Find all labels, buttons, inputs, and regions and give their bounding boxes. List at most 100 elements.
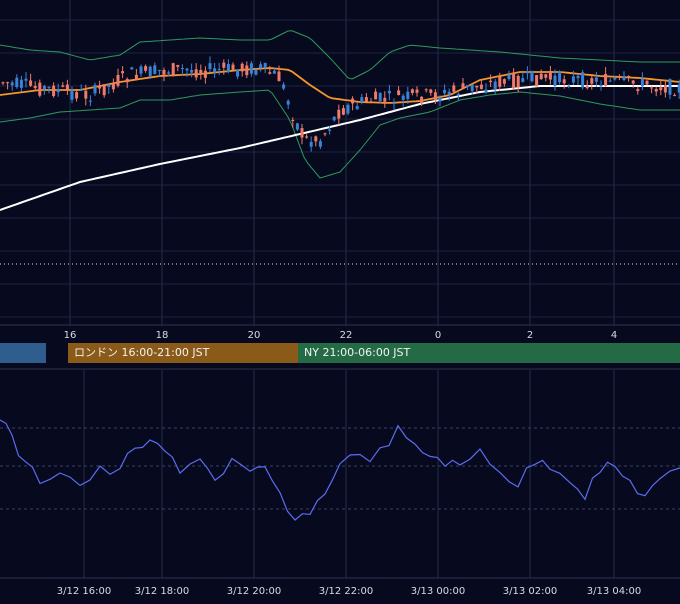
session-label-ny: NY 21:00-06:00 JST bbox=[298, 343, 680, 363]
candle-body bbox=[107, 85, 110, 87]
candle-body bbox=[20, 80, 23, 88]
candle-body bbox=[38, 83, 41, 96]
candle-body bbox=[521, 78, 524, 82]
candle-body bbox=[613, 78, 616, 80]
candle-body bbox=[429, 90, 432, 93]
candle-body bbox=[117, 75, 120, 86]
candle-body bbox=[190, 70, 193, 73]
candle-body bbox=[485, 90, 488, 93]
candle-body bbox=[351, 99, 354, 104]
candle-body bbox=[222, 63, 225, 68]
candle-body bbox=[52, 86, 55, 96]
candle-body bbox=[618, 76, 621, 77]
candle-body bbox=[153, 65, 156, 74]
candle-body bbox=[416, 90, 419, 93]
candle-body bbox=[319, 141, 322, 147]
candle-body bbox=[347, 105, 350, 114]
candle-body bbox=[57, 89, 60, 92]
candle-body bbox=[655, 89, 658, 92]
moving-average-long-line bbox=[0, 86, 680, 210]
candle-body bbox=[627, 76, 630, 78]
candle-body bbox=[333, 117, 336, 121]
candle-body bbox=[646, 81, 649, 85]
candle-body bbox=[388, 91, 391, 94]
candle-body bbox=[259, 64, 262, 68]
candle-body bbox=[11, 82, 14, 85]
candle-body bbox=[176, 65, 179, 67]
candle-body bbox=[61, 85, 64, 86]
candle-body bbox=[291, 120, 294, 121]
bollinger-upper-band bbox=[0, 31, 680, 79]
candle-body bbox=[443, 90, 446, 93]
candle-body bbox=[232, 65, 235, 70]
candle-body bbox=[664, 85, 667, 93]
candle-body bbox=[2, 82, 5, 83]
candle-body bbox=[75, 92, 78, 98]
price-x-tick-label: 2 bbox=[527, 330, 533, 341]
candle-body bbox=[604, 74, 607, 86]
candle-body bbox=[227, 64, 230, 72]
candle-body bbox=[80, 90, 83, 91]
candle-body bbox=[623, 76, 626, 80]
candle-body bbox=[512, 73, 515, 89]
candle-body bbox=[25, 79, 28, 81]
candle-body bbox=[360, 97, 363, 102]
candle-body bbox=[563, 79, 566, 83]
candle-body bbox=[374, 92, 377, 100]
candle-body bbox=[365, 97, 368, 102]
candle-body bbox=[71, 90, 74, 100]
price-x-tick-label: 0 bbox=[435, 330, 441, 341]
candle-body bbox=[567, 86, 570, 87]
candle-body bbox=[558, 71, 561, 82]
candle-body bbox=[572, 76, 575, 82]
candle-body bbox=[609, 81, 612, 82]
candle-body bbox=[503, 79, 506, 84]
price-x-tick-label: 20 bbox=[248, 330, 261, 341]
candle-body bbox=[167, 72, 170, 73]
candle-body bbox=[15, 78, 18, 87]
candle-body bbox=[172, 63, 175, 76]
osc-x-tick-label: 3/13 02:00 bbox=[503, 586, 557, 597]
candle-body bbox=[540, 74, 543, 79]
candle-body bbox=[287, 101, 290, 105]
candle-body bbox=[411, 89, 414, 93]
candle-body bbox=[186, 69, 189, 71]
candle-body bbox=[600, 85, 603, 86]
candle-body bbox=[462, 83, 465, 89]
candle-body bbox=[406, 92, 409, 99]
candle-body bbox=[434, 92, 437, 100]
candle-body bbox=[471, 85, 474, 92]
osc-x-tick-label: 3/13 00:00 bbox=[411, 586, 465, 597]
candle-body bbox=[301, 128, 304, 137]
candle-body bbox=[328, 130, 331, 131]
candle-body bbox=[379, 93, 382, 101]
candle-body bbox=[121, 71, 124, 73]
candle-body bbox=[89, 101, 92, 102]
candle-body bbox=[393, 102, 396, 104]
candle-body bbox=[48, 87, 51, 88]
candle-body bbox=[273, 71, 276, 74]
osc-x-tick-label: 3/13 04:00 bbox=[587, 586, 641, 597]
candle-body bbox=[356, 106, 359, 109]
candle-body bbox=[135, 75, 138, 80]
candle-body bbox=[526, 72, 529, 74]
candle-body bbox=[632, 81, 635, 84]
candle-body bbox=[199, 70, 202, 73]
candle-body bbox=[112, 83, 115, 90]
oscillator-grid bbox=[0, 370, 680, 578]
candle-body bbox=[489, 81, 492, 82]
candle-body bbox=[425, 89, 428, 90]
bollinger-lower-band bbox=[0, 90, 680, 178]
oscillator-line bbox=[0, 420, 680, 520]
candle-body bbox=[475, 86, 478, 88]
candle-body bbox=[669, 79, 672, 95]
candle-body bbox=[586, 86, 589, 89]
candle-body bbox=[549, 71, 552, 80]
candle-body bbox=[494, 82, 497, 89]
candle-body bbox=[673, 95, 676, 96]
candle-body bbox=[250, 63, 253, 73]
candle-body bbox=[397, 90, 400, 95]
candle-body bbox=[195, 69, 198, 77]
